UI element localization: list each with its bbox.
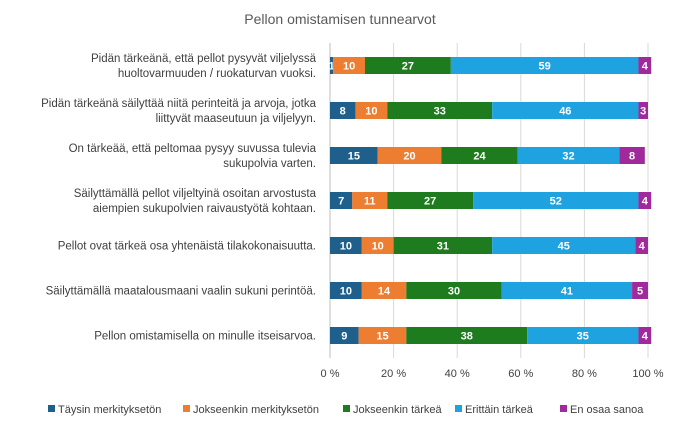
bar-segment: [361, 282, 407, 299]
data-label: 35: [577, 331, 589, 343]
data-label: 1: [329, 61, 335, 73]
data-label: 59: [539, 61, 551, 73]
data-label: 8: [629, 151, 635, 163]
x-tick-label: 40 %: [445, 368, 470, 380]
legend-swatch: [455, 405, 462, 412]
bar-segment: [387, 192, 474, 209]
data-label: 5: [637, 286, 643, 298]
bar-segment: [361, 237, 394, 254]
data-label: 45: [558, 241, 570, 253]
x-tick-label: 0 %: [321, 368, 340, 380]
data-label: 32: [562, 151, 574, 163]
bar-segment: [330, 102, 356, 119]
data-label: 27: [424, 196, 436, 208]
chart-title: Pellon omistamisen tunnearvot: [244, 11, 436, 27]
bar-segment: [492, 102, 639, 119]
data-label: 9: [341, 331, 347, 343]
category-label: On tärkeää, että peltomaa pysyy suvussa …: [69, 143, 317, 155]
data-label: 7: [338, 196, 344, 208]
category-label: Säilyttämällä pellot viljeltyinä osoitan…: [74, 188, 317, 200]
data-label: 4: [639, 241, 646, 253]
bar-segment: [393, 237, 493, 254]
bar-segment: [330, 327, 359, 344]
data-label: 24: [473, 151, 486, 163]
bar-segment: [355, 102, 388, 119]
bar-segment: [364, 57, 451, 74]
bar-segment: [632, 282, 648, 299]
data-label: 10: [340, 241, 352, 253]
bar-segment: [527, 327, 639, 344]
x-tick-label: 80 %: [572, 368, 597, 380]
legend-swatch: [183, 405, 190, 412]
bar-segment: [387, 102, 493, 119]
data-label: 10: [343, 61, 355, 73]
data-label: 4: [642, 196, 649, 208]
data-label: 46: [559, 106, 571, 118]
bar-segment: [619, 147, 645, 164]
bar-segment: [406, 282, 502, 299]
data-label: 31: [437, 241, 449, 253]
legend-label: Jokseenkin tärkeä: [353, 404, 443, 416]
data-label: 10: [372, 241, 384, 253]
data-label: 10: [340, 286, 352, 298]
data-label: 10: [365, 106, 377, 118]
bar-segment: [358, 327, 407, 344]
data-label: 8: [340, 106, 346, 118]
bar-segment: [473, 192, 639, 209]
data-label: 27: [402, 61, 414, 73]
category-label: huoltovarmuuden / ruokaturvan vuoksi.: [118, 68, 316, 80]
bar-segment: [330, 237, 362, 254]
bar-segment: [501, 282, 633, 299]
data-label: 4: [642, 331, 649, 343]
legend-swatch: [560, 405, 567, 412]
bar-segment: [638, 57, 652, 74]
x-tick-label: 60 %: [508, 368, 533, 380]
data-label: 52: [550, 196, 562, 208]
legend-label: Jokseenkin merkityksetön: [193, 404, 319, 416]
legend-swatch: [343, 405, 350, 412]
bar-segment: [377, 147, 442, 164]
legend-label: Täysin merkityksetön: [58, 404, 161, 416]
data-label: 20: [403, 151, 415, 163]
data-label: 33: [434, 106, 446, 118]
x-tick-label: 20 %: [381, 368, 406, 380]
legend-swatch: [48, 405, 55, 412]
category-label: Pellot ovat tärkeä osa yhtenäistä tilako…: [58, 241, 316, 253]
x-tick-label: 100 %: [632, 368, 663, 380]
bar-segment: [330, 282, 362, 299]
bar-segment: [441, 147, 518, 164]
data-label: 15: [376, 331, 388, 343]
data-label: 15: [348, 151, 360, 163]
bar-segment: [635, 237, 648, 254]
data-label: 11: [364, 196, 376, 208]
bar-segment: [333, 57, 365, 74]
bar-segment: [638, 327, 652, 344]
category-label: Pellon omistamisella on minulle itseisar…: [94, 331, 316, 343]
bar-segment: [330, 192, 353, 209]
category-label: Pidän tärkeänä, että pellot pysyvät vilj…: [91, 53, 317, 65]
bar-segment: [406, 327, 528, 344]
data-label: 3: [640, 106, 646, 118]
category-label: aiempien sukupolvien raivaustyötä kohtaa…: [93, 203, 316, 215]
bar-segment: [517, 147, 620, 164]
category-label: sukupolvia varten.: [223, 158, 316, 170]
data-label: 38: [461, 331, 473, 343]
bar-segment: [638, 192, 652, 209]
bar-segment: [330, 57, 334, 74]
legend-label: En osaa sanoa: [570, 404, 644, 416]
bar-segment: [352, 192, 388, 209]
bar-segment: [492, 237, 636, 254]
data-label: 41: [561, 286, 573, 298]
category-label: Pidän tärkeänä säilyttää niitä perinteit…: [41, 98, 316, 110]
bar-segment: [330, 147, 378, 164]
data-label: 30: [448, 286, 460, 298]
bar-segment: [450, 57, 639, 74]
category-label: Säilyttämällä maatalousmaani vaalin suku…: [46, 286, 316, 298]
data-label: 14: [378, 286, 391, 298]
data-label: 4: [642, 61, 649, 73]
bar-segment: [638, 102, 648, 119]
category-label: liittyvät maaseutuun ja viljelyyn.: [156, 113, 316, 125]
legend-label: Erittäin tärkeä: [465, 404, 534, 416]
